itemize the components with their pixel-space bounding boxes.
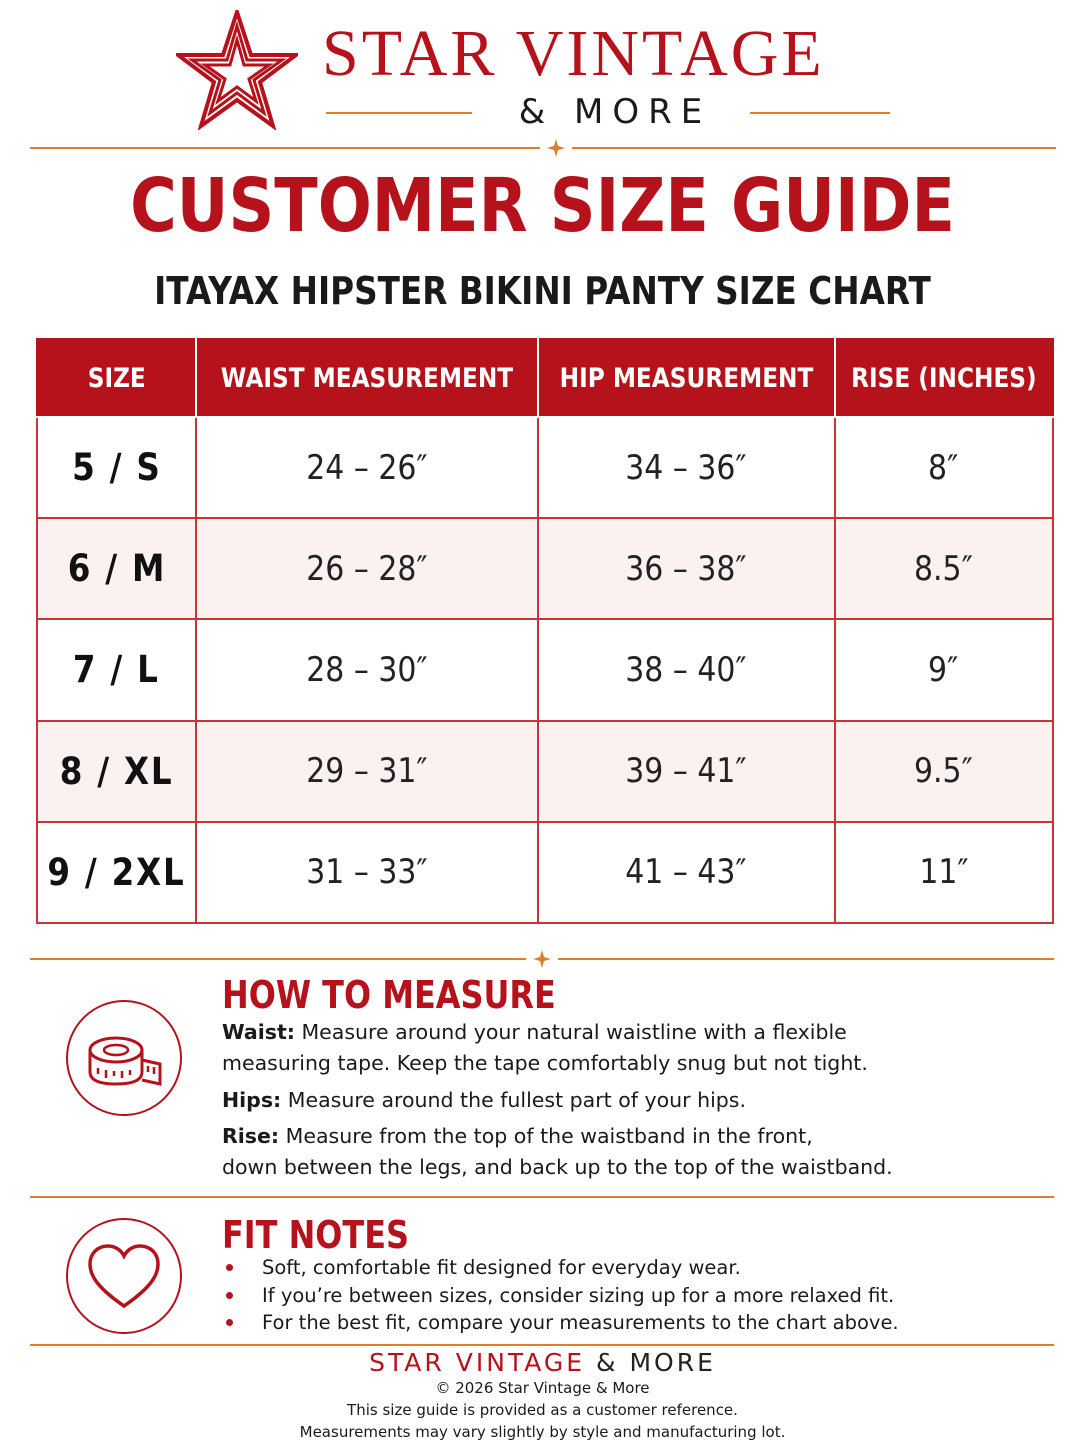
section-divider	[30, 1196, 1054, 1198]
column-header: RISE (INCHES)	[833, 339, 1053, 418]
footer-note: This size guide is provided as a custome…	[347, 1401, 738, 1419]
size-cell: 5 / S	[36, 415, 197, 520]
list-item: For the best fit, compare your measureme…	[224, 1309, 899, 1337]
page-title: CUSTOMER SIZE GUIDE	[130, 163, 955, 249]
rise-instruction: Rise: Measure from the top of the waistb…	[222, 1121, 813, 1152]
column-header: WAIST MEASUREMENT	[194, 339, 539, 418]
hip-cell: 39 – 41″	[536, 719, 836, 823]
hips-instruction: Hips: Measure around the fullest part of…	[222, 1085, 746, 1116]
fit-notes-heading: FIT NOTES	[222, 1213, 409, 1257]
waist-cell: 28 – 30″	[194, 618, 539, 722]
copyright-text: © 2026 Star Vintage & More	[435, 1379, 650, 1397]
rise-cell: 8.5″	[833, 517, 1054, 621]
list-item: Soft, comfortable fit designed for every…	[224, 1254, 899, 1282]
list-item: If you’re between sizes, consider sizing…	[224, 1282, 899, 1310]
table-row: 6 / M 26 – 28″ 36 – 38″ 8.5″	[36, 517, 1054, 621]
table-row: 8 / XL 29 – 31″ 39 – 41″ 9.5″	[36, 719, 1054, 823]
footer-divider	[30, 1344, 1054, 1346]
waist-instruction-continued: measuring tape. Keep the tape comfortabl…	[222, 1051, 868, 1075]
column-header: SIZE	[37, 339, 197, 418]
hips-label: Hips:	[222, 1088, 282, 1112]
diamond-ornament-icon	[547, 139, 565, 157]
divider-right	[572, 147, 1056, 149]
waist-cell: 31 – 33″	[194, 820, 539, 925]
footer-brand: STAR VINTAGE & MORE	[0, 1348, 1085, 1378]
brand-name: STAR VINTAGE	[322, 17, 825, 90]
waist-label: Waist:	[222, 1020, 295, 1044]
page-subtitle: ITAYAX HIPSTER BIKINI PANTY SIZE CHART	[154, 269, 931, 313]
rise-cell: 9.5″	[833, 719, 1054, 823]
waist-cell: 26 – 28″	[194, 517, 539, 621]
footer-brand-suffix: & MORE	[596, 1348, 716, 1377]
brand-rule-right	[750, 112, 890, 114]
how-to-measure-heading: HOW TO MEASURE	[222, 973, 556, 1017]
divider-right	[558, 958, 1054, 960]
rise-label: Rise:	[222, 1124, 280, 1148]
size-cell: 6 / M	[36, 517, 197, 621]
size-cell: 9 / 2XL	[36, 820, 197, 925]
hip-cell: 34 – 36″	[536, 415, 836, 520]
waist-cell: 29 – 31″	[194, 719, 539, 823]
footer-note: Measurements may vary slightly by style …	[299, 1423, 786, 1441]
brand-logo: STAR VINTAGE & MORE	[0, 0, 1085, 140]
table-row: 5 / S 24 – 26″ 34 – 36″ 8″	[36, 415, 1054, 520]
star-icon	[176, 10, 298, 130]
brand-tagline: & MORE	[518, 92, 712, 132]
column-header: HIP MEASUREMENT	[536, 339, 836, 418]
measuring-tape-icon	[66, 1000, 182, 1116]
hip-cell: 38 – 40″	[536, 618, 836, 722]
diamond-ornament-icon	[533, 950, 551, 968]
rise-cell: 11″	[833, 820, 1054, 925]
waist-text: Measure around your natural waistline wi…	[301, 1020, 847, 1044]
divider-left	[30, 147, 540, 149]
table-row: 7 / L 28 – 30″ 38 – 40″ 9″	[36, 618, 1054, 722]
waist-instruction: Waist: Measure around your natural waist…	[222, 1017, 847, 1048]
rise-instruction-continued: down between the legs, and back up to th…	[222, 1155, 893, 1179]
fit-notes-list: Soft, comfortable fit designed for every…	[224, 1254, 899, 1337]
size-chart-table: SIZE WAIST MEASUREMENT HIP MEASUREMENT R…	[36, 338, 1054, 925]
waist-cell: 24 – 26″	[194, 415, 539, 520]
footer-brand-name: STAR VINTAGE	[369, 1348, 586, 1377]
hips-text: Measure around the fullest part of your …	[287, 1088, 746, 1112]
hip-cell: 36 – 38″	[536, 517, 836, 621]
table-row: 9 / 2XL 31 – 33″ 41 – 43″ 11″	[36, 820, 1054, 925]
size-cell: 7 / L	[36, 618, 197, 722]
brand-rule-left	[326, 112, 472, 114]
hip-cell: 41 – 43″	[536, 820, 836, 925]
size-cell: 8 / XL	[36, 719, 197, 823]
rise-cell: 9″	[833, 618, 1054, 722]
rise-text: Measure from the top of the waistband in…	[285, 1124, 813, 1148]
table-header-row: SIZE WAIST MEASUREMENT HIP MEASUREMENT R…	[37, 339, 1053, 418]
divider-left	[30, 958, 526, 960]
heart-icon	[66, 1218, 182, 1334]
rise-cell: 8″	[833, 415, 1054, 520]
